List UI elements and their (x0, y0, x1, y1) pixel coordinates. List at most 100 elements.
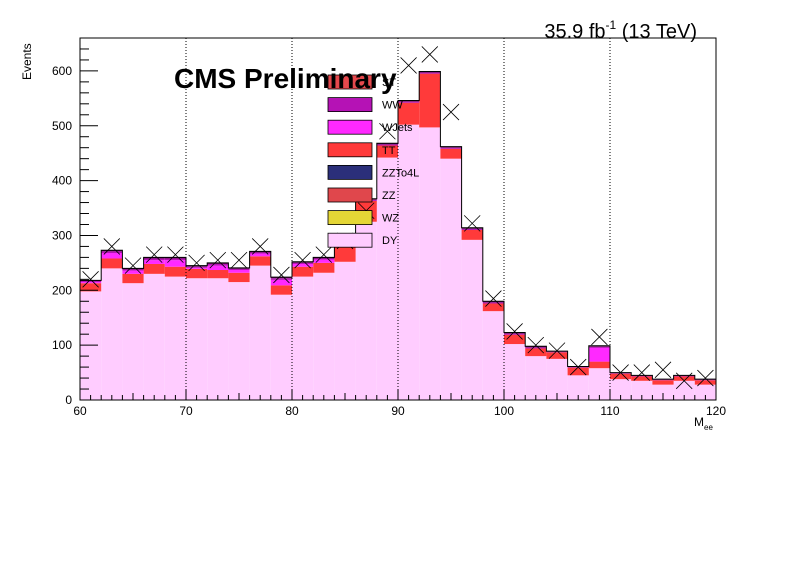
bar-dy (228, 282, 250, 400)
bar-dy (631, 380, 653, 400)
bar-tt (610, 373, 632, 380)
bar-ww (143, 258, 165, 261)
x-tick-label: 120 (706, 404, 726, 418)
bar-dy (376, 157, 398, 400)
bar-st (207, 262, 229, 264)
bar-st (313, 257, 335, 259)
bar-ww (673, 375, 695, 377)
stack-outline (79, 70, 717, 400)
legend-swatch-tt (327, 142, 373, 158)
legend: ST WW WJets TT ZZTo4L ZZ WZ DY (327, 74, 419, 248)
data-point (421, 46, 439, 63)
bar-ww (588, 346, 610, 348)
bar-ww (482, 302, 504, 304)
bar-dy (186, 278, 208, 400)
bar-st (419, 71, 441, 73)
bar-tt (270, 285, 292, 295)
bar-ww (694, 379, 716, 381)
bar-tt (207, 270, 229, 279)
bar-wjets (164, 260, 186, 267)
bar-ww (207, 263, 229, 266)
legend-swatch-wz (327, 210, 373, 226)
bar-st (588, 345, 610, 347)
legend-label-wz: WZ (382, 213, 399, 225)
legend-swatch-wjets (327, 119, 373, 135)
bar-ww (292, 262, 314, 264)
legend-label-ww: WW (382, 100, 403, 112)
bar-st (228, 267, 250, 269)
bar-st (398, 100, 420, 102)
bar-ww (122, 269, 144, 271)
bar-wjets (292, 263, 314, 267)
bar-dy (440, 158, 462, 400)
stacked-histogram (79, 70, 717, 401)
bar-ww (80, 280, 102, 283)
bar-wjets (143, 260, 165, 264)
bar-wjets (228, 270, 250, 273)
bar-dy (270, 294, 292, 400)
bar-ww (610, 373, 632, 374)
bar-ww (504, 333, 526, 335)
bar-dy (355, 221, 377, 400)
bar-tt (504, 334, 526, 345)
bar-dy (652, 384, 674, 400)
bar-st (461, 227, 483, 229)
data-point (294, 251, 311, 269)
data-point (675, 372, 693, 390)
bar-ww (525, 347, 547, 349)
bar-wjets (249, 253, 271, 257)
bar-dy (588, 368, 610, 400)
data-point (527, 336, 545, 354)
bar-st (270, 277, 292, 279)
bar-dy (461, 239, 483, 400)
bar-dy (313, 272, 335, 400)
bar-dy (143, 273, 165, 400)
bar-dy (292, 276, 314, 400)
data-point (82, 271, 99, 288)
bar-dy (164, 276, 186, 400)
data-point (167, 246, 184, 263)
data-point (548, 342, 566, 359)
x-tick-label: 60 (73, 404, 87, 418)
data-point (463, 215, 481, 232)
bar-dy (122, 283, 144, 400)
bar-tt (122, 273, 144, 284)
bar-wjets (270, 279, 292, 286)
bar-ww (313, 258, 335, 260)
x-tick-labels: 60 70 80 90 100 110 120 (73, 404, 726, 418)
bar-tt (694, 380, 716, 385)
lumi-label: 35.9 fb-1 (13 TeV) (544, 18, 697, 43)
bar-wjets (122, 270, 144, 274)
bar-dy (546, 358, 568, 400)
bar-dy (249, 265, 271, 400)
data-point (633, 364, 651, 381)
bar-dy (482, 311, 504, 400)
data-point (400, 57, 417, 74)
data-point (612, 364, 629, 381)
x-tick-label: 100 (494, 404, 514, 418)
x-tick-label: 70 (179, 404, 193, 418)
energy-label: (13 TeV) (622, 21, 697, 43)
bar-wjets (80, 282, 102, 284)
data-point (124, 257, 142, 274)
bar-dy (101, 268, 123, 400)
bar-wjets (186, 267, 208, 269)
bar-st (525, 346, 547, 348)
bar-dy (694, 384, 716, 400)
bar-tt (376, 145, 398, 158)
data-point (315, 246, 333, 263)
bar-tt (228, 272, 250, 283)
bar-ww (101, 251, 123, 254)
data-point (145, 246, 163, 263)
bar-tt (313, 262, 335, 273)
legend-swatch-zz (327, 187, 373, 203)
bar-st (101, 250, 123, 252)
bar-dy (398, 124, 420, 400)
bar-tt (631, 376, 653, 381)
data-point (506, 323, 523, 340)
bar-dy (80, 291, 102, 400)
bar-ww (461, 228, 483, 230)
legend-label-zzto4l: ZZTo4L (382, 167, 419, 179)
bar-tt (164, 266, 186, 277)
bar-st (122, 268, 144, 270)
